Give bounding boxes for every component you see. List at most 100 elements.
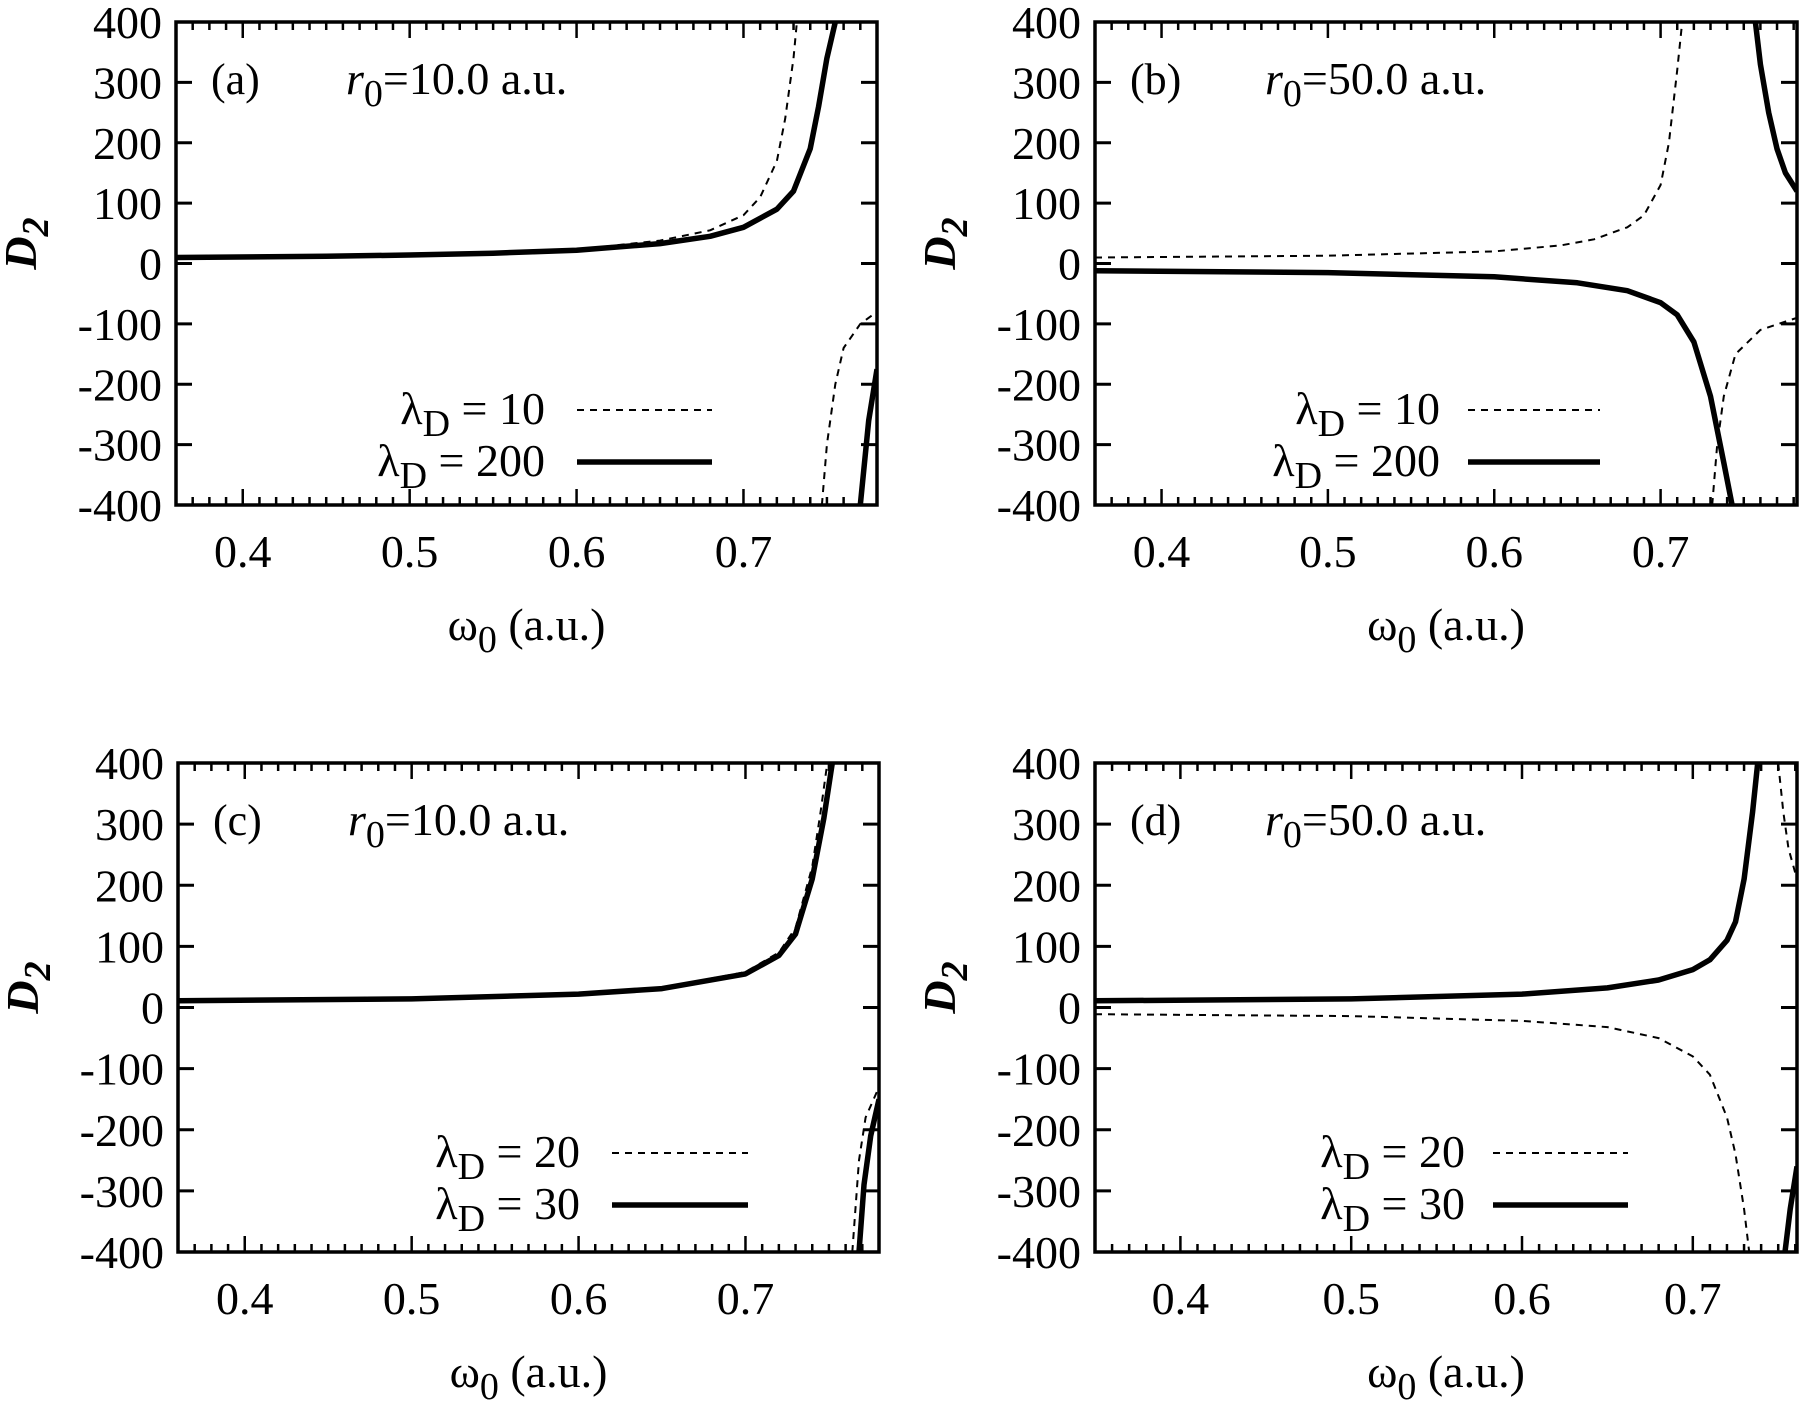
series-solid-line: [1095, 267, 1735, 505]
y-tick-label: 300: [1012, 799, 1081, 850]
legend-label: λD = 200: [1272, 435, 1440, 497]
panel-b: 400 300 200 100 0 -100 -200 -300 -400 0.4 0.5 0.6 0.…: [914, 0, 1799, 661]
x-tick-label: 0.4: [216, 1273, 274, 1324]
legend-label: λD = 10: [1295, 383, 1440, 445]
y-tick-label: -200: [80, 1105, 164, 1156]
series-solid-line: [1782, 1165, 1797, 1252]
y-tick-label: -400: [997, 480, 1081, 531]
y-axis-label-text: D2: [0, 217, 57, 270]
y-tick-label: 100: [93, 178, 162, 229]
series-solid-line: [1752, 22, 1797, 193]
y-tick-label: -100: [78, 299, 162, 350]
series-dashed-line: [176, 22, 798, 259]
y-tick-label: 200: [95, 860, 164, 911]
series-solid-line: [176, 22, 838, 261]
y-axis-label: D2: [914, 961, 976, 1014]
x-tick-label: 0.5: [1299, 526, 1357, 577]
x-tick-label: 0.6: [1493, 1273, 1551, 1324]
y-tick-label: 0: [1058, 983, 1081, 1034]
plot-frame: [176, 761, 881, 1254]
y-tick-label: 200: [1012, 860, 1081, 911]
series-dashed-line: [1095, 22, 1684, 259]
y-tick-label: -200: [997, 359, 1081, 410]
y-tick-label: 300: [95, 799, 164, 850]
x-axis-label: ω0 (a.u.): [1367, 1346, 1525, 1407]
y-tick-label: -200: [78, 359, 162, 410]
series-dashed-line: [1095, 1013, 1751, 1252]
series-solid-line: [856, 1098, 879, 1252]
x-tick-label: 0.5: [383, 1273, 441, 1324]
x-tick-label: 0.7: [715, 526, 773, 577]
y-tick-label: 0: [139, 239, 162, 290]
plot-area: [178, 763, 879, 1252]
panel-a: 400 300 200 100 0 -100 -200 -300 -400 0.4 0.5 0.6 0.…: [0, 0, 879, 661]
annotation: r0=10.0 a.u.: [346, 53, 567, 115]
x-axis-label: ω0 (a.u.): [450, 1346, 608, 1407]
x-tick-label: 0.7: [717, 1273, 775, 1324]
series-solid-line: [1095, 763, 1761, 1004]
x-tick-label: 0.7: [1664, 1273, 1722, 1324]
y-tick-label: -100: [80, 1044, 164, 1095]
x-axis-label: ω0 (a.u.): [1367, 599, 1525, 661]
plot-area: [176, 22, 877, 505]
y-tick-label: -300: [997, 1166, 1081, 1217]
y-tick-label: -300: [78, 420, 162, 471]
panel-tag: (c): [213, 796, 262, 845]
y-axis-label-text: D2: [914, 217, 976, 270]
plot-frame: [1093, 20, 1799, 507]
y-tick-label: 100: [1012, 178, 1081, 229]
series-dashed-line: [1711, 316, 1797, 505]
legend-label: λD = 30: [1320, 1178, 1465, 1240]
x-tick-label: 0.6: [548, 526, 606, 577]
y-tick-label: 400: [1012, 738, 1081, 789]
x-tick-label: 0.6: [1465, 526, 1523, 577]
annotation: r0=50.0 a.u.: [1265, 53, 1486, 115]
y-tick-label: -200: [997, 1105, 1081, 1156]
y-tick-label: 400: [95, 738, 164, 789]
y-tick-label: 0: [141, 983, 164, 1034]
plot-frame: [174, 20, 879, 507]
series-dashed-line: [1777, 763, 1797, 880]
y-tick-label: 300: [93, 57, 162, 108]
annotation: r0=50.0 a.u.: [1265, 794, 1486, 856]
y-axis-label: D2: [0, 217, 57, 270]
plot-area: [1095, 22, 1797, 505]
x-tick-label: 0.4: [1133, 526, 1191, 577]
legend-label: λD = 20: [1320, 1126, 1465, 1188]
legend-label: λD = 10: [400, 383, 545, 445]
plot-frame: [1093, 761, 1799, 1254]
x-axis-label: ω0 (a.u.): [448, 599, 606, 661]
y-tick-label: 0: [1058, 239, 1081, 290]
y-tick-label: -400: [80, 1227, 164, 1278]
legend-label: λD = 30: [435, 1178, 580, 1240]
y-tick-label: 100: [95, 921, 164, 972]
x-tick-label: 0.5: [381, 526, 439, 577]
y-tick-label: 400: [93, 0, 162, 48]
panel-tag: (a): [211, 55, 260, 104]
panel-c: 400 300 200 100 0 -100 -200 -300 -400 0.4 0.5 0.6 0.…: [0, 738, 881, 1407]
y-axis-label-text: D2: [0, 961, 59, 1014]
panel-tag: (d): [1130, 796, 1181, 845]
y-tick-label: -300: [997, 420, 1081, 471]
panel-tag: (b): [1130, 55, 1181, 104]
panel-d: 400 300 200 100 0 -100 -200 -300 -400 0.4 0.5 0.6 0.…: [914, 738, 1799, 1407]
y-axis-label-text: D2: [914, 961, 976, 1014]
series-solid-line: [178, 763, 836, 1004]
y-tick-label: 200: [93, 118, 162, 169]
x-tick-label: 0.7: [1632, 526, 1690, 577]
x-tick-label: 0.4: [214, 526, 272, 577]
x-tick-label: 0.6: [550, 1273, 608, 1324]
y-tick-label: 100: [1012, 921, 1081, 972]
series-solid-line: [857, 368, 877, 505]
y-tick-label: -300: [80, 1166, 164, 1217]
legend-label: λD = 200: [377, 435, 545, 497]
y-tick-label: 300: [1012, 57, 1081, 108]
y-axis-label: D2: [0, 961, 59, 1014]
x-tick-label: 0.4: [1152, 1273, 1210, 1324]
legend-label: λD = 20: [435, 1126, 580, 1188]
plot-area: [1095, 763, 1797, 1252]
y-tick-label: -400: [997, 1227, 1081, 1278]
y-tick-label: 200: [1012, 118, 1081, 169]
y-axis-label: D2: [914, 217, 976, 270]
